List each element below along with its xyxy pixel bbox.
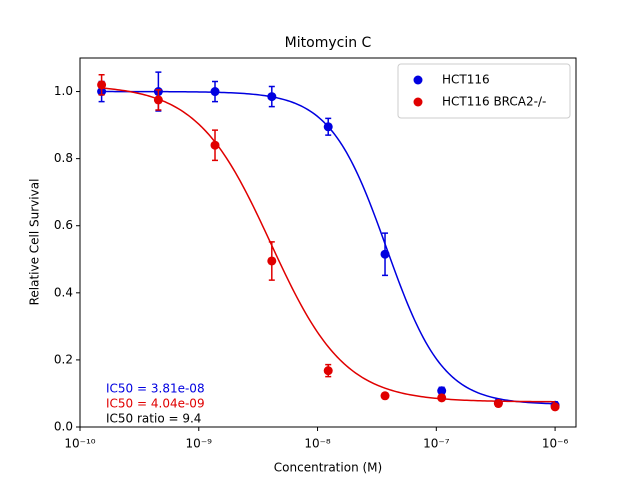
data-point [437,393,447,403]
y-tick-label: 0.2 [54,352,73,366]
x-tick-label: 10⁻⁹ [186,437,213,451]
y-axis-label: Relative Cell Survival [28,179,42,306]
plot-frame [79,57,577,428]
data-point [153,95,163,105]
x-tick-label: 10⁻⁷ [423,437,450,451]
x-tick-label: 10⁻¹⁰ [64,437,95,451]
data-point [437,386,447,396]
data-point [210,87,220,97]
data-point [267,92,277,102]
legend-label: HCT116 [442,73,490,87]
data-point [550,402,560,412]
data-point [380,391,390,401]
annotation: IC50 ratio = 9.4 [106,412,201,426]
y-tick-label: 0.8 [54,151,73,165]
legend-marker [413,75,423,85]
annotation: IC50 = 3.81e-08 [106,382,205,396]
x-tick-label: 10⁻⁸ [304,437,331,451]
data-point [267,256,277,266]
legend-box [397,63,571,119]
annotation: IC50 = 4.04e-09 [106,397,205,411]
y-tick-label: 0.4 [54,285,73,299]
data-point [380,249,390,259]
data-point [97,80,107,90]
data-point [323,366,333,376]
x-tick-label: 10⁻⁶ [542,437,569,451]
data-point [493,399,503,409]
legend-marker [413,97,423,107]
y-tick-label: 0.6 [54,218,73,232]
legend-label: HCT116 BRCA2-/- [442,95,546,109]
data-point [210,140,220,150]
data-point [323,122,333,132]
fit-curve [101,87,556,403]
x-axis-label: Concentration (M) [274,461,382,475]
y-tick-label: 1.0 [54,84,73,98]
y-tick-label: 0.0 [54,420,73,434]
chart-title: Mitomycin C [285,35,372,51]
